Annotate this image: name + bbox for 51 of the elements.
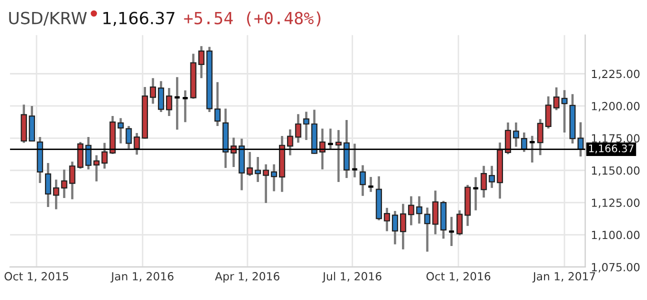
candlestick xyxy=(158,80,164,114)
candlestick xyxy=(553,86,560,112)
candlestick xyxy=(424,206,430,253)
candlestick xyxy=(182,89,189,124)
x-tick-label: Apr 1, 2016 xyxy=(214,272,280,283)
y-tick-label: 1,200.00 xyxy=(592,102,640,112)
candlestick xyxy=(174,76,181,131)
candlestick xyxy=(561,89,568,134)
candlestick xyxy=(504,121,512,156)
candlestick xyxy=(512,121,520,148)
text: +5.54 (+0.48%) xyxy=(184,11,320,26)
y-tick-label: 1,100.00 xyxy=(592,230,640,240)
y-tick-label: 1,175.00 xyxy=(592,134,640,144)
candlestick xyxy=(254,156,261,184)
candlestick xyxy=(53,178,60,210)
candlestick xyxy=(480,164,487,199)
candlestick xyxy=(44,162,52,208)
candlestick xyxy=(166,86,172,118)
y-tick-label: 1,225.00 xyxy=(592,70,640,80)
x-tick-label: Jan 1, 2016 xyxy=(110,272,174,283)
ref-line-label: 1,166.37 xyxy=(589,144,634,154)
candlestick xyxy=(335,128,342,184)
candlestick xyxy=(150,77,156,105)
candlestick xyxy=(85,136,92,170)
candlestick xyxy=(360,164,366,197)
candlestick xyxy=(77,140,84,170)
candlestick xyxy=(400,202,406,250)
chart-title: USD/KRW xyxy=(9,12,87,26)
candlestick xyxy=(262,163,270,204)
y-tick-label: 1,150.00 xyxy=(592,166,640,176)
x-tick-label: Jan 1, 2017 xyxy=(532,272,596,283)
candlestick xyxy=(93,154,100,182)
x-tick-label: Oct 1, 2016 xyxy=(426,272,490,282)
candlestick xyxy=(408,195,414,226)
candlestick xyxy=(101,142,108,170)
x-tick-label: Oct 1, 2015 xyxy=(4,272,68,282)
candlestick xyxy=(198,45,204,80)
text: 1,166.37 xyxy=(103,12,174,26)
candlestick xyxy=(384,206,390,232)
y-tick-label: 1,125.00 xyxy=(592,198,640,208)
candlestick xyxy=(456,209,463,236)
candlestick xyxy=(214,81,221,128)
x-tick-label: Jul 1, 2016 xyxy=(322,272,382,283)
candlestick xyxy=(472,176,480,212)
candlestick xyxy=(287,128,294,156)
candlestick xyxy=(416,195,422,225)
candlestick xyxy=(392,210,398,246)
candlestick xyxy=(432,189,438,236)
candlestick xyxy=(270,163,278,192)
y-tick-label: 1,075.00 xyxy=(592,262,640,273)
candlestick xyxy=(488,164,495,190)
